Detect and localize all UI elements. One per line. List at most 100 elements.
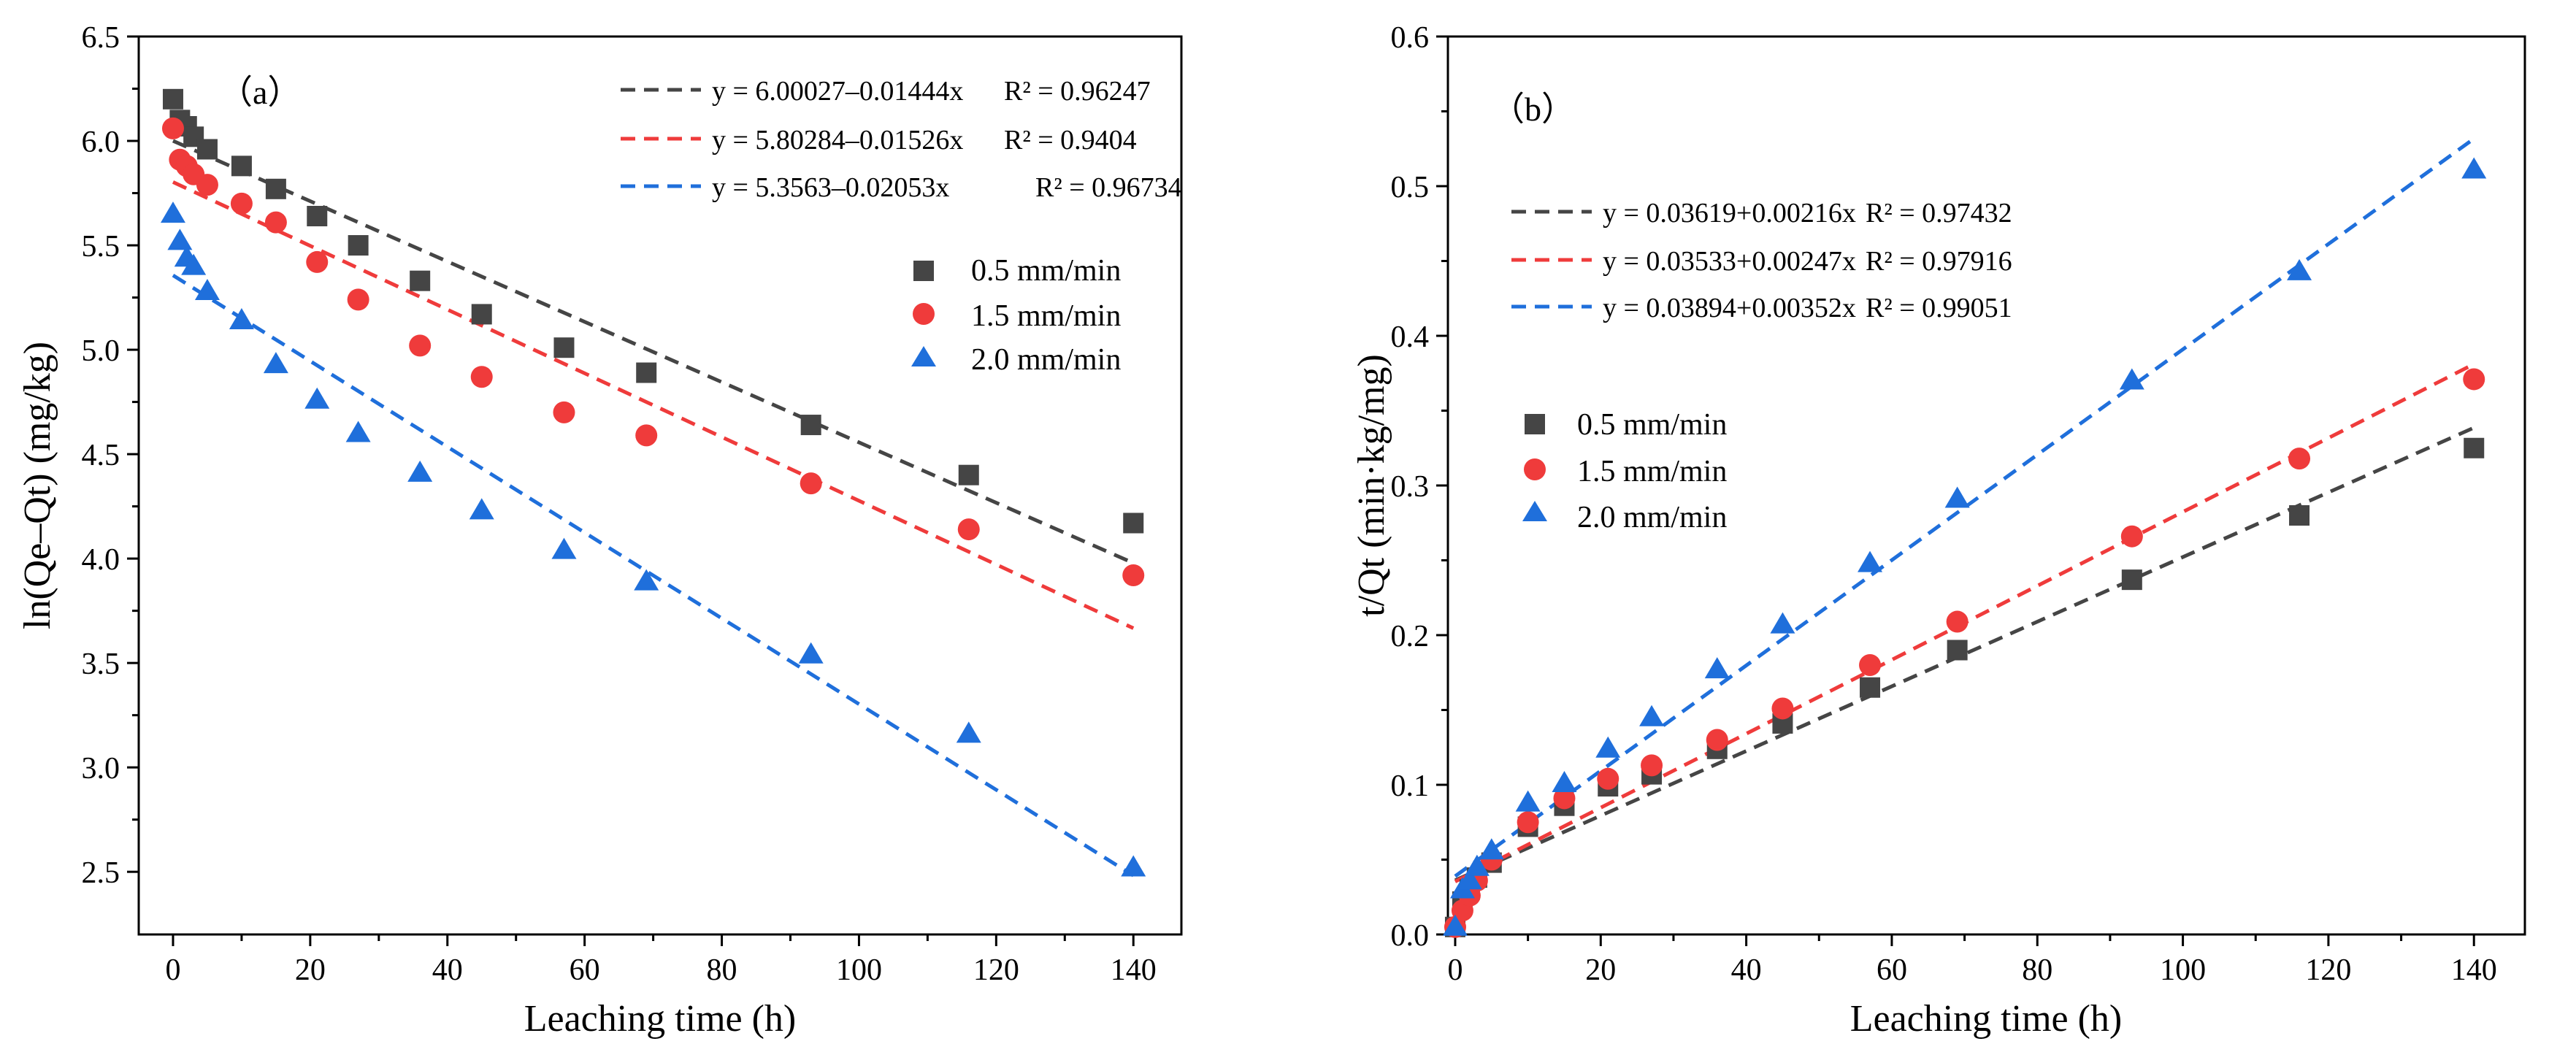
legend-label-a-1: 1.5 mm/min — [971, 299, 1121, 333]
legend-label-b-1: 1.5 mm/min — [1577, 455, 1727, 488]
data-point-a-s1 — [553, 401, 575, 423]
data-point-b-s2 — [1944, 486, 1970, 508]
data-point-a-s0 — [348, 235, 369, 256]
data-point-a-s2 — [229, 308, 254, 330]
data-point-a-s1 — [409, 334, 432, 357]
data-point-a-s2 — [263, 352, 288, 374]
y-tick-label: 0.4 — [1391, 320, 1430, 354]
data-point-a-s0 — [231, 156, 252, 177]
y-tick-label: 0.5 — [1391, 171, 1430, 204]
x-tick-label: 0 — [165, 953, 180, 987]
legend-circle-icon — [1524, 458, 1546, 480]
panel-a-x-axis-title: Leaching time (h) — [524, 998, 797, 1040]
data-point-a-s2 — [469, 498, 494, 520]
x-tick-label: 80 — [707, 953, 737, 987]
panel-b-markers — [1442, 157, 2487, 938]
data-point-b-s1 — [1597, 767, 1619, 790]
fit-r2-b-2: R² = 0.99051 — [1866, 293, 2012, 323]
data-point-a-s2 — [181, 253, 207, 275]
x-tick-label: 60 — [570, 953, 600, 987]
x-tick-label: 140 — [1111, 953, 1157, 987]
fit-equation-a-0: y = 6.00027–0.01444x — [712, 76, 963, 107]
data-point-a-s0 — [410, 270, 431, 291]
fit-r2-b-0: R² = 0.97432 — [1866, 198, 2012, 229]
data-point-b-s0 — [2464, 437, 2485, 458]
legend-circle-icon — [913, 303, 935, 325]
panel-b-x-axis-title: Leaching time (h) — [1850, 998, 2123, 1040]
x-tick-label: 40 — [432, 953, 463, 987]
data-point-b-s1 — [1706, 729, 1728, 751]
panel-a-markers — [160, 88, 1146, 877]
y-tick-label: 0.2 — [1391, 620, 1430, 653]
y-tick-label: 3.0 — [82, 752, 120, 786]
panel-a-plot-frame — [137, 35, 1183, 936]
data-point-b-s2 — [1479, 838, 1504, 860]
data-point-b-s1 — [2120, 525, 2143, 548]
data-point-a-s0 — [471, 304, 492, 325]
data-point-b-s2 — [2287, 258, 2312, 280]
data-point-a-s2 — [634, 569, 659, 591]
data-point-b-s2 — [1552, 770, 1577, 792]
y-tick-label: 4.0 — [82, 543, 120, 577]
data-point-a-s2 — [345, 421, 371, 442]
data-point-a-s2 — [407, 460, 433, 482]
fit-line-a-1 — [172, 180, 1135, 630]
data-point-b-s2 — [1639, 704, 1665, 726]
fit-equation-b-1: y = 0.03533+0.00247x — [1603, 246, 1856, 277]
panel-b-series-legend: 0.5 mm/min 1.5 mm/min 2.0 mm/min — [1522, 408, 1727, 534]
data-point-a-s1 — [196, 174, 218, 196]
data-point-a-s0 — [636, 362, 657, 383]
y-tick-label: 6.0 — [82, 126, 120, 159]
panel-a-y-axis-title: ln(Qe–Qt) (mg/kg) — [17, 342, 58, 629]
legend-label-a-0: 0.5 mm/min — [971, 254, 1121, 288]
x-tick-label: 100 — [2160, 953, 2206, 987]
x-tick-label: 120 — [2305, 953, 2351, 987]
panel-a-series-legend: 0.5 mm/min 1.5 mm/min 2.0 mm/min — [911, 254, 1121, 377]
data-point-a-s2 — [1121, 855, 1146, 877]
data-point-b-s1 — [1553, 787, 1576, 810]
panel-b: 0 20 40 60 80 100 120 1400.00.10.20.30.40.50.6 … — [1351, 21, 2526, 1040]
data-point-b-s2 — [2461, 157, 2487, 179]
data-point-b-s2 — [1464, 854, 1490, 876]
data-point-a-s2 — [956, 721, 981, 743]
data-point-b-s1 — [2288, 448, 2311, 470]
data-point-b-s2 — [1457, 868, 1482, 890]
fit-r2-a-1: R² = 0.9404 — [1004, 125, 1137, 156]
data-point-a-s1 — [1122, 564, 1145, 586]
fit-r2-a-2: R² = 0.96734 — [1035, 172, 1182, 203]
data-point-b-s1 — [1641, 754, 1663, 777]
y-tick-label: 5.5 — [82, 230, 120, 264]
data-point-a-s0 — [1123, 512, 1144, 534]
x-tick-label: 60 — [1877, 953, 1907, 987]
fit-equation-a-2: y = 5.3563–0.02053x — [712, 172, 949, 203]
data-point-a-s2 — [551, 537, 577, 559]
y-tick-label: 0.6 — [1391, 21, 1430, 55]
x-tick-label: 0 — [1447, 953, 1463, 987]
data-point-a-s2 — [167, 229, 193, 250]
panel-b-label: （b） — [1491, 91, 1575, 128]
data-point-a-s0 — [265, 178, 286, 199]
data-point-b-s1 — [2463, 368, 2485, 391]
data-point-b-s1 — [1859, 654, 1882, 676]
data-point-a-s1 — [306, 250, 329, 273]
data-point-b-s2 — [1770, 612, 1795, 634]
fit-r2-b-1: R² = 0.97916 — [1866, 246, 2012, 277]
data-point-b-s0 — [1860, 677, 1881, 698]
panel-b-fit-legend: y = 0.03619+0.00216x R² = 0.97432 y = 0.… — [1511, 198, 2012, 323]
panel-a-fit-legend: y = 6.00027–0.01444x R² = 0.96247 y = 5.… — [621, 76, 1182, 203]
x-tick-label: 40 — [1731, 953, 1762, 987]
data-point-a-s1 — [800, 472, 822, 495]
fit-equation-b-2: y = 0.03894+0.00352x — [1603, 293, 1856, 323]
y-tick-label: 2.5 — [82, 856, 120, 890]
x-tick-label: 80 — [2022, 953, 2052, 987]
data-point-b-s2 — [2119, 368, 2144, 390]
legend-square-icon — [1525, 414, 1545, 434]
fit-line-a-2 — [172, 274, 1135, 878]
x-tick-label: 20 — [295, 953, 326, 987]
legend-label-b-0: 0.5 mm/min — [1577, 408, 1727, 442]
data-point-b-s0 — [2289, 505, 2310, 526]
fit-line-a-0 — [172, 139, 1135, 565]
legend-triangle-icon — [1522, 501, 1547, 521]
data-point-a-s0 — [800, 415, 821, 436]
y-tick-label: 3.5 — [82, 648, 120, 681]
